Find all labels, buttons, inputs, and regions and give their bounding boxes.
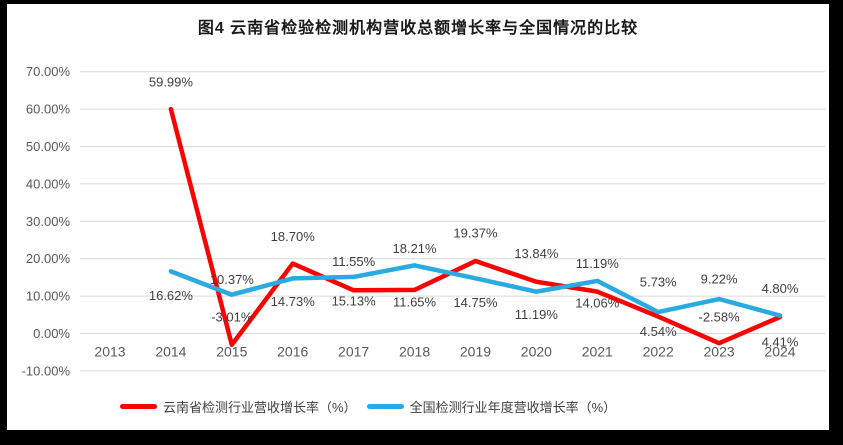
data-label: 10.37% xyxy=(210,272,255,287)
data-label: 9.22% xyxy=(701,272,738,287)
x-axis-tick-label: 2018 xyxy=(399,344,430,360)
data-label: -2.58% xyxy=(698,310,740,325)
x-axis-tick-label: 2024 xyxy=(764,344,795,360)
data-label: 19.37% xyxy=(453,226,498,241)
data-label: 11.19% xyxy=(576,256,620,271)
x-axis-tick-label: 2021 xyxy=(582,344,613,360)
series-line-1 xyxy=(168,263,783,318)
data-label: 14.75% xyxy=(453,295,498,310)
data-label: 4.54% xyxy=(640,324,677,339)
data-label: 59.99% xyxy=(149,75,194,90)
data-label: 11.55% xyxy=(332,254,376,269)
data-label: 11.19% xyxy=(515,307,559,322)
data-label: 5.73% xyxy=(640,275,677,290)
legend: 云南省检测行业营收增长率（%） 全国检测行业年度营收增长率（%） xyxy=(120,397,616,416)
x-axis-tick-label: 2019 xyxy=(460,344,491,360)
y-axis-tick-label: 20.00% xyxy=(26,251,71,266)
x-axis-tick-label: 2014 xyxy=(155,344,186,360)
data-label: 4.41% xyxy=(762,335,799,350)
x-axis-tick-label: 2013 xyxy=(94,344,125,360)
x-axis-tick-label: 2022 xyxy=(643,344,674,360)
data-label: 15.13% xyxy=(332,293,377,308)
chart-title: 图4 云南省检验检测机构营收总额增长率与全国情况的比较 xyxy=(197,20,639,37)
legend-label-national: 全国检测行业年度营收增长率（%） xyxy=(409,400,617,415)
legend-label-yunnan: 云南省检测行业营收增长率（%） xyxy=(163,400,357,415)
national-series-line-swatch xyxy=(366,404,404,409)
data-label: 11.65% xyxy=(393,294,437,309)
y-axis-tick-label: 50.00% xyxy=(26,139,71,154)
y-axis-tick-label: 10.00% xyxy=(26,289,71,304)
y-axis-tick-label: 40.00% xyxy=(26,176,71,191)
series-line-0 xyxy=(168,106,783,348)
x-axis-tick-label: 2023 xyxy=(704,344,735,360)
yunnan-series-line-swatch xyxy=(120,404,157,409)
data-label: 13.84% xyxy=(514,246,559,261)
x-axis-tick-label: 2017 xyxy=(338,344,369,360)
data-label: 18.21% xyxy=(393,241,438,256)
y-axis-tick-label: 30.00% xyxy=(26,214,71,229)
data-label: 14.73% xyxy=(271,294,316,309)
y-axis-tick-label: 0.00% xyxy=(33,326,70,341)
x-axis-tick-label: 2015 xyxy=(216,344,247,360)
y-axis-tick-label: 60.00% xyxy=(26,102,71,117)
data-label: 4.80% xyxy=(762,281,799,296)
y-axis-tick-label: -10.00% xyxy=(22,363,71,378)
x-axis-tick-label: 2016 xyxy=(277,344,308,360)
legend-item-yunnan: 云南省检测行业营收增长率（%） xyxy=(120,397,357,416)
x-axis-tick-label: 2020 xyxy=(521,344,552,360)
legend-item-national: 全国检测行业年度营收增长率（%） xyxy=(366,397,617,416)
data-label: -3.01% xyxy=(211,309,253,324)
y-axis-tick-label: 70.00% xyxy=(26,64,71,79)
data-label: 18.70% xyxy=(271,229,316,244)
chart-surface: 图4 云南省检验检测机构营收总额增长率与全国情况的比较 70.00% 60.00%… xyxy=(7,4,829,430)
data-label: 16.62% xyxy=(149,288,194,303)
line-chart-plot: 70.00% 60.00% 50.00% 40.00% 30.00% 20.00% 10.0… xyxy=(22,64,825,378)
data-label: 14.06% xyxy=(575,295,620,310)
